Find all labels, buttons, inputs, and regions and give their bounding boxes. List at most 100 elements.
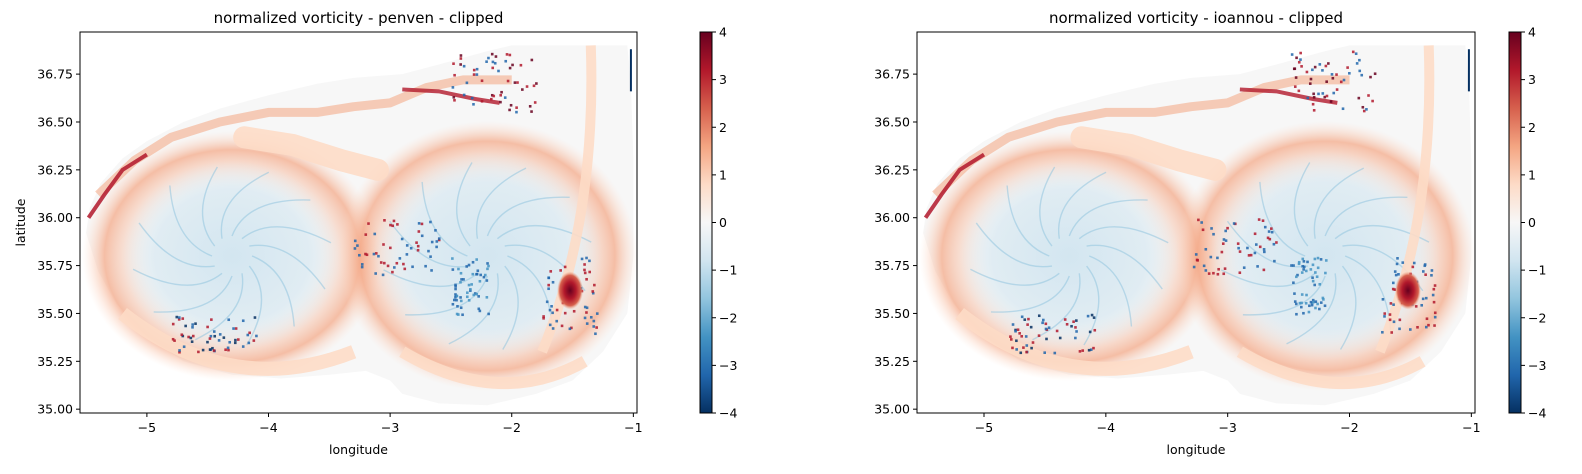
speckle [487,264,490,268]
speckle [467,299,471,302]
south-west-arc [118,307,357,376]
x-tick-label: −3 [1218,420,1236,435]
speckle [181,317,185,320]
colorbar-tick-label: 0 [1528,215,1536,230]
speckle [1053,351,1057,355]
speckle [1306,260,1309,264]
speckle [365,253,369,257]
speckle [1237,246,1240,250]
speckle [1266,236,1270,240]
speckle [1238,271,1242,275]
gyre-streak [405,275,489,316]
speckle [1330,73,1334,76]
speckle [475,258,478,261]
speckle [1318,307,1321,311]
speckle [585,306,589,310]
speckle [465,295,469,299]
speckle [427,249,430,253]
y-tick-label: 36.75 [37,67,73,82]
speckle [1210,227,1213,230]
speckle [182,345,186,349]
speckle [1195,258,1199,262]
speckle [1232,222,1236,225]
speckle [1321,92,1325,95]
speckle [1432,300,1436,304]
speckle [451,268,455,271]
speckle [459,306,463,310]
speckle [372,252,376,256]
speckle [1009,335,1012,338]
east-strip [537,45,597,354]
speckle [424,264,427,268]
vorticity-field [919,45,1475,406]
speckle [1090,313,1094,317]
gyre-streak [153,275,233,313]
speckle [1256,265,1259,268]
speckle [402,262,405,266]
speckle [1394,273,1398,277]
speckle [1015,339,1018,343]
speckle [1300,301,1303,305]
speckle [1351,50,1355,54]
speckle [459,296,462,299]
speckle [391,224,395,228]
speckle [511,63,514,67]
north-coast-streak [1239,87,1338,105]
speckle [1298,301,1302,305]
gyre-streak [231,199,311,237]
y-tick-label: 35.25 [37,354,73,369]
speckle [462,93,466,97]
gyre-streak [1242,275,1326,316]
speckle [486,262,489,265]
speckle [171,322,175,326]
speckle [1309,300,1313,304]
speckle [588,270,591,274]
speckle [470,283,473,286]
speckle [1305,293,1308,297]
speckle [437,238,441,242]
speckle [382,243,385,246]
speckle [255,334,258,338]
speckle [466,291,469,295]
speckle [1430,274,1433,277]
speckle [1217,267,1220,271]
gyre-streak [1083,265,1100,346]
speckle [1367,94,1370,97]
speckle [1025,344,1029,347]
speckle [563,311,567,315]
speckle [1362,109,1366,113]
speckle [583,305,587,309]
speckle [1369,75,1372,79]
speckle [178,350,181,354]
speckle [515,106,518,109]
speckle [580,257,584,261]
speckle [1316,256,1320,260]
colorbar-tick-label: −3 [719,358,737,373]
speckle [459,54,463,57]
chart-panel-2: normalized vorticity - ioannou - clipped… [874,9,1546,457]
speckle [505,53,509,56]
speckle [1313,65,1317,69]
speckle [545,300,549,304]
speckle [1397,272,1400,276]
speckle [171,337,175,341]
speckle [180,333,184,337]
x-axis-label: longitude [1167,442,1226,457]
speckle [1292,281,1295,285]
speckle [1018,332,1021,335]
speckle [1416,325,1419,329]
speckle [509,103,513,107]
speckle [1302,268,1305,271]
speckle [435,240,439,243]
speckle [353,239,357,243]
gyre-streak [1068,199,1148,237]
speckle [405,253,409,256]
speckle [1030,346,1033,350]
speckle [1268,237,1272,241]
speckle [1263,250,1266,254]
speckle [1019,351,1023,355]
speckle [472,103,475,106]
speckle [1016,328,1020,332]
speckle [568,327,572,331]
gyre-streak [975,222,1053,268]
